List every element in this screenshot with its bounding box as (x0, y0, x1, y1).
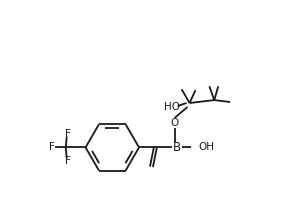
Text: F: F (49, 142, 55, 152)
Text: HO: HO (164, 102, 180, 112)
Text: B: B (173, 141, 181, 154)
Text: F: F (65, 129, 71, 139)
Text: OH: OH (199, 142, 214, 152)
Text: O: O (171, 118, 179, 128)
Text: F: F (65, 156, 71, 166)
